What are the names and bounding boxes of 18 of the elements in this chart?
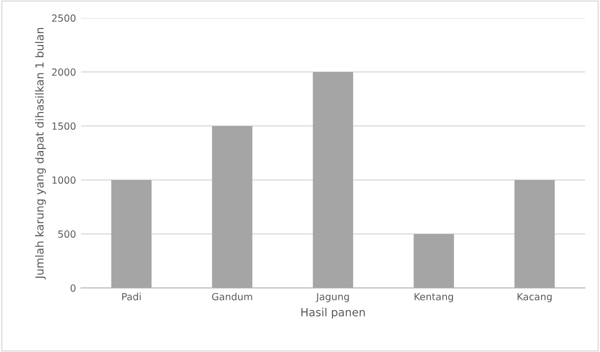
bar bbox=[514, 180, 555, 288]
bar bbox=[312, 72, 354, 288]
x-tick-label: Kentang bbox=[414, 293, 453, 302]
y-tick-label: 2000 bbox=[52, 68, 76, 76]
y-tick-label: 1500 bbox=[52, 122, 76, 130]
bar bbox=[212, 126, 252, 288]
y-tick-label: 0 bbox=[70, 284, 76, 292]
y-tick-label: 500 bbox=[58, 230, 76, 238]
y-axis-title: Jumlah karung yang dapat dihasilkan 1 bulan bbox=[35, 28, 46, 280]
y-tick-label: 2500 bbox=[52, 14, 76, 22]
x-tick-label: Jagung bbox=[316, 293, 349, 302]
x-tick-label: Padi bbox=[122, 292, 141, 300]
x-axis-title: Hasil panen bbox=[301, 308, 365, 319]
y-tick-label: 1000 bbox=[52, 176, 76, 184]
x-tick-label: Kacang bbox=[518, 293, 552, 302]
bar bbox=[111, 180, 152, 288]
bar bbox=[414, 234, 454, 288]
x-tick-label: Gandum bbox=[212, 292, 252, 300]
